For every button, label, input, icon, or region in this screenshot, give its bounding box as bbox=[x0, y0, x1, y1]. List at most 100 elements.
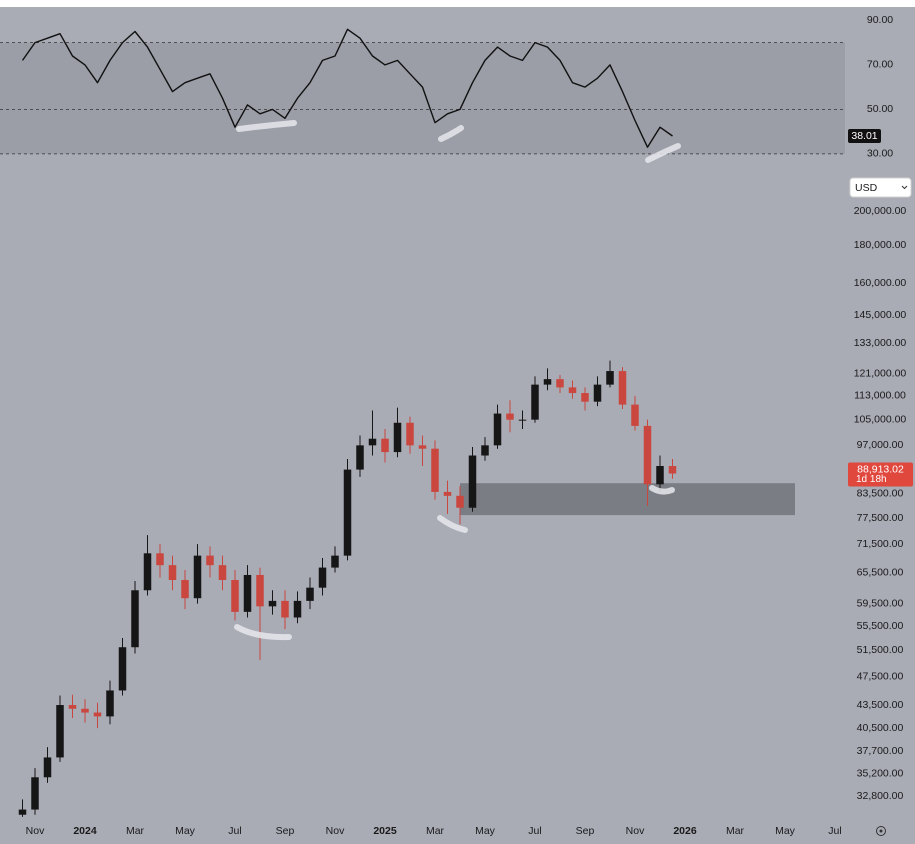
x-tick-label: 2024 bbox=[73, 825, 97, 837]
candle-body bbox=[231, 579, 239, 612]
y-tick-label: 47,500.00 bbox=[857, 670, 904, 682]
candle-body bbox=[81, 708, 89, 713]
y-tick-label: 83,500.00 bbox=[857, 488, 904, 500]
candle-body bbox=[443, 491, 452, 496]
x-tick-label: Sep bbox=[276, 825, 295, 837]
price-label-box bbox=[848, 462, 913, 487]
y-tick-label: 43,500.00 bbox=[857, 699, 904, 711]
candle-body bbox=[381, 438, 389, 453]
candle-body bbox=[656, 466, 664, 485]
candle-body bbox=[393, 422, 402, 453]
candle-body bbox=[268, 600, 277, 607]
candle-body bbox=[256, 574, 264, 607]
gear[interactable] bbox=[876, 826, 886, 836]
candle-body bbox=[156, 553, 164, 566]
x-tick-label: May bbox=[475, 825, 496, 837]
x-tick-label: 2026 bbox=[673, 825, 697, 837]
y-tick-label: 97,000.00 bbox=[857, 439, 904, 451]
y-tick-label: 55,500.00 bbox=[857, 620, 904, 632]
current-value-label: 38.01 bbox=[851, 130, 877, 142]
candle-body bbox=[281, 600, 289, 618]
candle-body bbox=[93, 712, 102, 717]
candle-body bbox=[606, 371, 614, 385]
x-tick-label: Mar bbox=[726, 825, 745, 837]
candle-body bbox=[168, 565, 177, 580]
x-tick-label: Mar bbox=[426, 825, 445, 837]
y-tick-label: 32,800.00 bbox=[857, 790, 904, 802]
candle-body bbox=[568, 387, 577, 394]
candle-body bbox=[118, 647, 127, 691]
y-tick-label: 200,000.00 bbox=[854, 205, 907, 217]
candle-body bbox=[543, 379, 552, 385]
y-tick-label: 30.00 bbox=[867, 148, 893, 160]
currency-label[interactable]: USD bbox=[855, 182, 878, 194]
candle-body bbox=[143, 553, 152, 591]
candle-body bbox=[368, 438, 377, 446]
y-tick-label: 145,000.00 bbox=[854, 309, 907, 321]
candle-body bbox=[193, 555, 202, 599]
y-tick-label: 35,200.00 bbox=[857, 767, 904, 779]
candle-body bbox=[56, 705, 64, 758]
candle-body bbox=[431, 448, 439, 492]
candle-body bbox=[181, 579, 189, 599]
candle-body bbox=[31, 777, 39, 810]
candle-body bbox=[406, 422, 414, 446]
highlight-stroke bbox=[234, 624, 292, 641]
candle-body bbox=[106, 690, 114, 717]
candle-body bbox=[218, 565, 227, 580]
candle-body bbox=[556, 379, 564, 388]
candle-body bbox=[343, 469, 352, 556]
x-tick-label: Nov bbox=[626, 825, 645, 837]
x-tick-label: Sep bbox=[576, 825, 595, 837]
currency-select[interactable]: USD bbox=[849, 177, 912, 198]
price-label: 88,913.02 bbox=[857, 463, 904, 475]
select-box[interactable] bbox=[849, 177, 912, 198]
x-tick-label: Jul bbox=[228, 825, 241, 837]
y-tick-label: 71,500.00 bbox=[857, 538, 904, 550]
x-tick-label: Nov bbox=[26, 825, 45, 837]
candle-body bbox=[356, 445, 364, 470]
candle-body bbox=[43, 757, 52, 778]
candle-body bbox=[531, 384, 539, 420]
candle-body bbox=[418, 445, 427, 449]
x-tick-label: May bbox=[175, 825, 196, 837]
candle-body bbox=[518, 419, 527, 421]
y-tick-label: 121,000.00 bbox=[854, 368, 907, 380]
highlight-stroke bbox=[645, 143, 681, 163]
current-value-box bbox=[848, 129, 881, 144]
rsi-panel: 30.00 50.00 70.00 90.00 38.01 bbox=[0, 14, 893, 160]
y-tick-label: 50.00 bbox=[867, 103, 893, 115]
y-tick-label: 180,000.00 bbox=[854, 239, 907, 251]
price-panel: 32,800.00 35,200.00 37,700.00 40,500.00 43,5… bbox=[18, 205, 913, 837]
rsi-line bbox=[21, 28, 673, 148]
highlight-stroke bbox=[437, 515, 468, 533]
candle-body bbox=[493, 413, 502, 446]
candle-body bbox=[506, 413, 514, 420]
support-zone bbox=[460, 483, 795, 516]
countdown-label: 1d 18h bbox=[856, 474, 887, 485]
candle-body bbox=[206, 555, 214, 566]
chevron bbox=[901, 185, 908, 190]
rsi-band bbox=[0, 42, 845, 154]
y-tick-label: 37,700.00 bbox=[857, 745, 904, 757]
y-tick-label: 105,000.00 bbox=[854, 413, 907, 425]
y-tick-label: 70.00 bbox=[867, 59, 893, 71]
candle-body bbox=[468, 455, 477, 508]
candle-body bbox=[581, 393, 589, 402]
candle-body bbox=[293, 600, 302, 618]
y-tick-label: 160,000.00 bbox=[854, 277, 907, 289]
settings-icon[interactable] bbox=[876, 826, 886, 836]
y-tick-label: 65,500.00 bbox=[857, 566, 904, 578]
y-tick-label: 133,000.00 bbox=[854, 337, 907, 349]
x-tick-label: May bbox=[775, 825, 796, 837]
y-tick-label: 90.00 bbox=[867, 14, 893, 26]
candle-body bbox=[331, 555, 339, 568]
candle-body bbox=[68, 705, 77, 709]
x-tick-label: Jul bbox=[528, 825, 541, 837]
x-tick-label: Nov bbox=[326, 825, 345, 837]
x-tick-label: 2025 bbox=[373, 825, 397, 837]
candle-body bbox=[318, 567, 327, 588]
annotations bbox=[234, 120, 681, 641]
gear-center bbox=[879, 829, 883, 833]
